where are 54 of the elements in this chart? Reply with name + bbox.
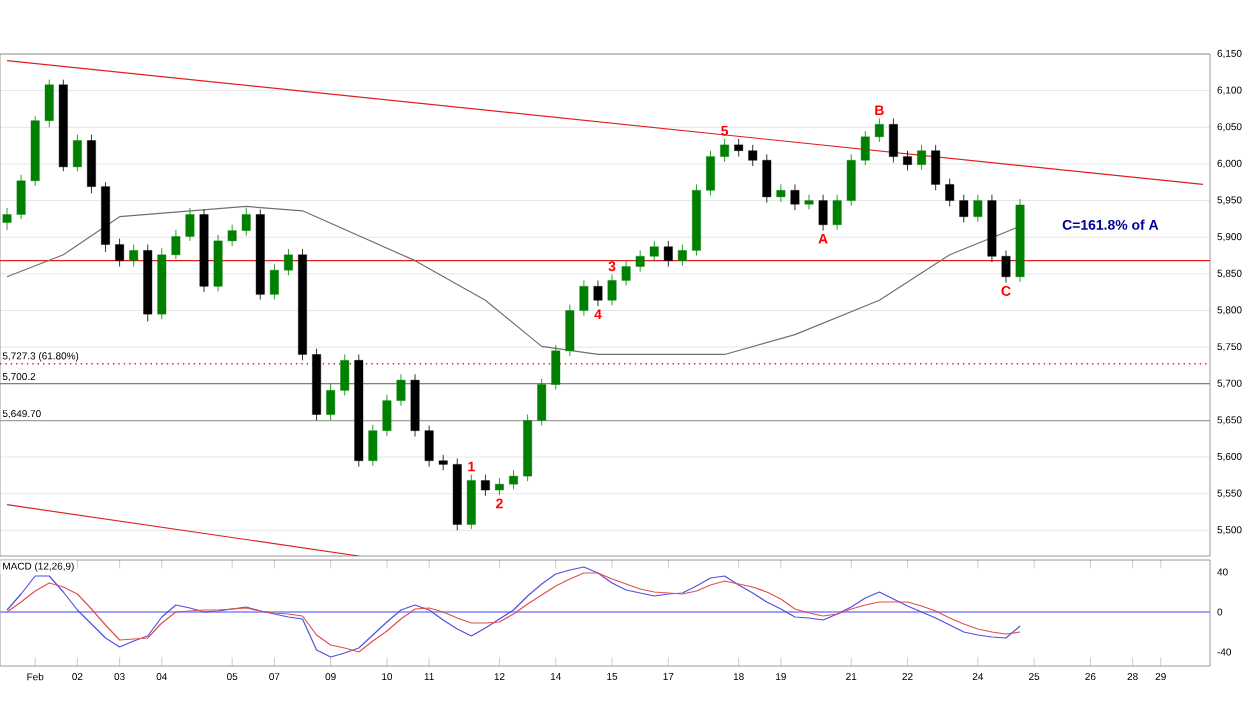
candlestick [889,118,898,163]
candlestick [382,394,392,437]
candlestick [818,194,828,232]
candlestick [2,207,12,231]
candlestick [607,274,617,306]
candlestick [115,238,125,267]
candlestick [649,240,659,262]
candlestick [129,244,139,267]
candlestick [269,263,279,300]
candlestick [227,224,237,247]
candlestick [593,280,603,307]
candlestick [87,134,96,194]
candlestick [340,354,350,396]
candlestick [945,178,955,207]
candlestick [551,344,561,391]
candlestick [917,144,926,171]
candlestick [959,194,969,223]
candlestick [621,260,631,286]
candlestick [72,134,82,172]
candlestick [832,194,842,231]
candlestick [44,79,54,128]
candlestick [579,280,589,317]
candlestick [565,304,575,357]
candlestick [368,424,378,467]
candlestick [874,118,884,143]
candlestick [860,130,870,166]
candlestick [480,474,490,497]
candlestick [663,240,673,267]
candlestick [1001,250,1011,284]
candlestick [903,150,912,171]
candlestick [720,138,730,163]
candlestick [185,207,195,242]
candlestick [509,469,518,490]
candlestick [973,194,983,223]
candlestick [537,378,547,426]
candlestick [241,207,251,237]
candlestick [762,153,772,204]
candlestick [16,174,26,220]
candlestick [776,184,786,203]
candlestick [790,184,800,211]
candlestick [846,153,856,207]
candlestick [748,144,758,167]
candlestick [424,425,434,467]
candlestick [326,383,336,421]
candlestick [396,373,406,407]
candlestick [635,250,645,273]
candlestick [466,474,476,530]
candlestick [677,244,687,267]
candlestick [931,144,941,191]
candlestick [706,150,715,196]
candlestick [171,229,181,260]
candlestick [213,234,223,292]
candlestick [284,248,293,276]
candlestick [804,194,814,210]
